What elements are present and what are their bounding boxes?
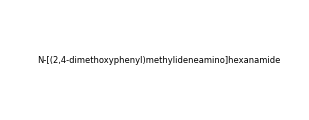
Text: N-[(2,4-dimethoxyphenyl)methylideneamino]hexanamide: N-[(2,4-dimethoxyphenyl)methylideneamino…: [37, 56, 280, 65]
